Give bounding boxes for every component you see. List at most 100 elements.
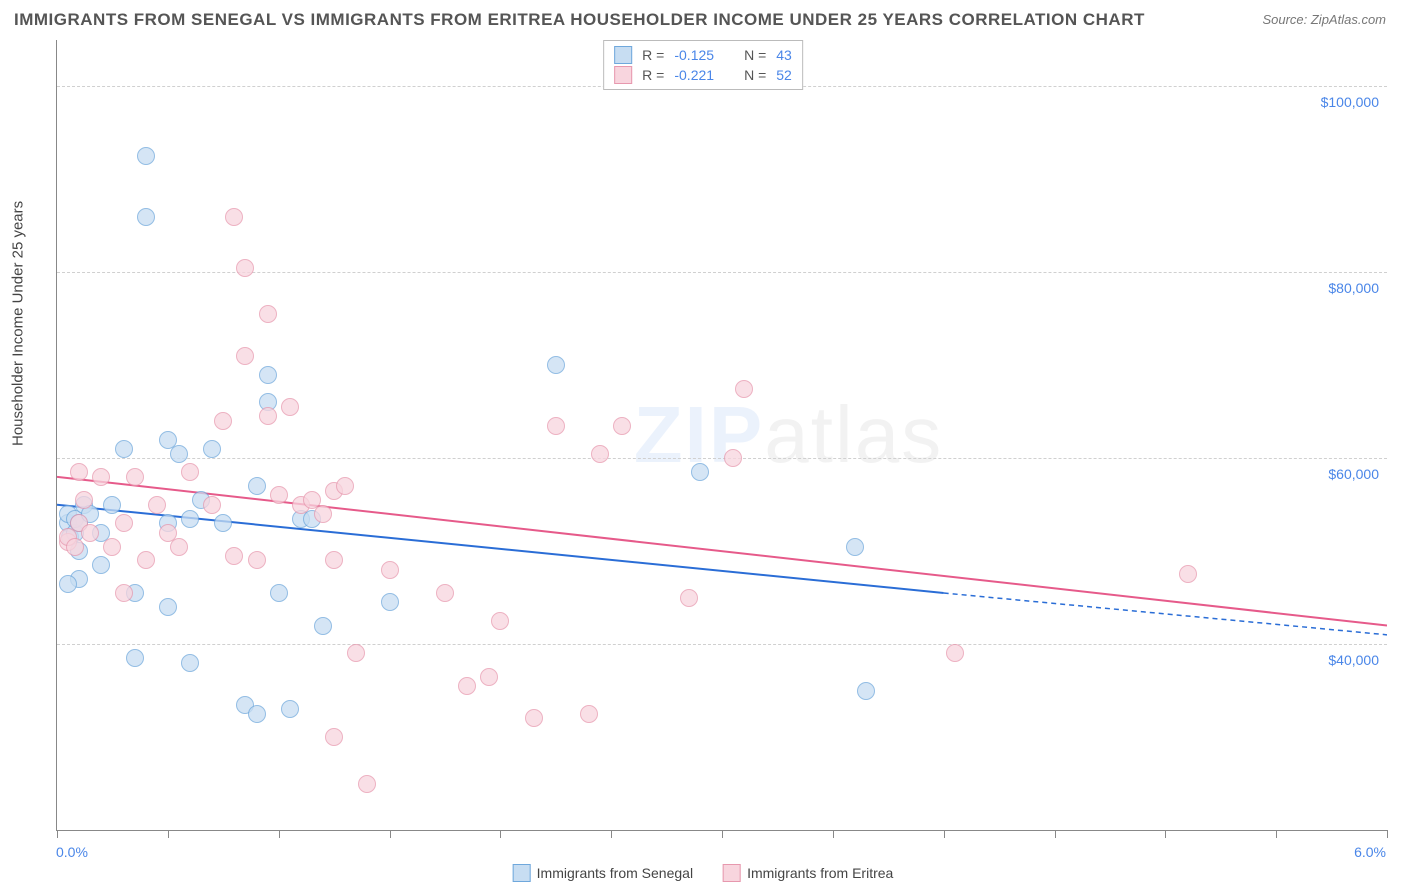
- data-point-eritrea: [70, 463, 88, 481]
- data-point-eritrea: [115, 514, 133, 532]
- series-legend-item-senegal: Immigrants from Senegal: [513, 864, 693, 882]
- x-tick: [1276, 830, 1277, 838]
- data-point-senegal: [159, 598, 177, 616]
- data-point-eritrea: [480, 668, 498, 686]
- data-point-eritrea: [236, 259, 254, 277]
- data-point-eritrea: [381, 561, 399, 579]
- data-point-eritrea: [225, 208, 243, 226]
- legend-r-value: -0.221: [674, 65, 714, 85]
- data-point-eritrea: [281, 398, 299, 416]
- data-point-eritrea: [66, 538, 84, 556]
- data-point-eritrea: [735, 380, 753, 398]
- plot-area: ZIPatlas $40,000 $60,000 $80,000 $100,000: [56, 40, 1387, 831]
- data-point-eritrea: [248, 551, 266, 569]
- x-tick: [722, 830, 723, 838]
- data-point-eritrea: [491, 612, 509, 630]
- data-point-senegal: [846, 538, 864, 556]
- data-point-eritrea: [347, 644, 365, 662]
- series-legend: Immigrants from Senegal Immigrants from E…: [513, 864, 894, 882]
- trendline-ext-senegal: [944, 593, 1387, 635]
- data-point-senegal: [181, 654, 199, 672]
- data-point-eritrea: [591, 445, 609, 463]
- legend-swatch: [614, 66, 632, 84]
- legend-swatch: [614, 46, 632, 64]
- legend-row-eritrea: R = -0.221 N = 52: [614, 65, 792, 85]
- data-point-senegal: [103, 496, 121, 514]
- x-tick: [1165, 830, 1166, 838]
- x-max-label: 6.0%: [1354, 844, 1386, 860]
- data-point-eritrea: [458, 677, 476, 695]
- data-point-senegal: [59, 575, 77, 593]
- data-point-eritrea: [81, 524, 99, 542]
- data-point-eritrea: [613, 417, 631, 435]
- x-tick: [279, 830, 280, 838]
- correlation-legend: R =-0.125N =43R =-0.221N =52: [603, 40, 803, 90]
- data-point-eritrea: [203, 496, 221, 514]
- y-tick-label: $60,000: [1328, 466, 1379, 482]
- data-point-senegal: [214, 514, 232, 532]
- data-point-eritrea: [1179, 565, 1197, 583]
- watermark: ZIPatlas: [634, 389, 943, 481]
- data-point-eritrea: [259, 407, 277, 425]
- data-point-senegal: [314, 617, 332, 635]
- gridline: [57, 272, 1387, 273]
- data-point-eritrea: [75, 491, 93, 509]
- x-tick: [500, 830, 501, 838]
- data-point-eritrea: [270, 486, 288, 504]
- data-point-eritrea: [170, 538, 188, 556]
- data-point-eritrea: [580, 705, 598, 723]
- watermark-atlas: atlas: [764, 390, 943, 479]
- data-point-eritrea: [680, 589, 698, 607]
- legend-n-label: N =: [744, 45, 766, 65]
- data-point-eritrea: [103, 538, 121, 556]
- source-label: Source: ZipAtlas.com: [1262, 12, 1386, 27]
- data-point-senegal: [137, 208, 155, 226]
- data-point-senegal: [115, 440, 133, 458]
- x-min-label: 0.0%: [56, 844, 88, 860]
- data-point-senegal: [92, 556, 110, 574]
- data-point-senegal: [170, 445, 188, 463]
- gridline: [57, 644, 1387, 645]
- data-point-senegal: [857, 682, 875, 700]
- legend-swatch: [513, 864, 531, 882]
- y-tick-label: $40,000: [1328, 652, 1379, 668]
- legend-r-value: -0.125: [674, 45, 714, 65]
- data-point-senegal: [270, 584, 288, 602]
- legend-n-value: 52: [776, 65, 792, 85]
- data-point-senegal: [259, 366, 277, 384]
- data-point-eritrea: [214, 412, 232, 430]
- x-tick: [390, 830, 391, 838]
- data-point-eritrea: [525, 709, 543, 727]
- y-tick-label: $80,000: [1328, 280, 1379, 296]
- data-point-senegal: [203, 440, 221, 458]
- data-point-senegal: [381, 593, 399, 611]
- data-point-eritrea: [336, 477, 354, 495]
- data-point-senegal: [248, 477, 266, 495]
- series-label: Immigrants from Senegal: [537, 865, 693, 881]
- data-point-eritrea: [115, 584, 133, 602]
- data-point-senegal: [248, 705, 266, 723]
- series-label: Immigrants from Eritrea: [747, 865, 893, 881]
- data-point-eritrea: [358, 775, 376, 793]
- data-point-senegal: [137, 147, 155, 165]
- legend-r-label: R =: [642, 65, 664, 85]
- x-tick: [168, 830, 169, 838]
- data-point-eritrea: [325, 728, 343, 746]
- data-point-senegal: [181, 510, 199, 528]
- series-legend-item-eritrea: Immigrants from Eritrea: [723, 864, 893, 882]
- x-tick: [944, 830, 945, 838]
- data-point-eritrea: [946, 644, 964, 662]
- data-point-eritrea: [259, 305, 277, 323]
- y-tick-label: $100,000: [1321, 94, 1379, 110]
- data-point-eritrea: [325, 551, 343, 569]
- data-point-eritrea: [137, 551, 155, 569]
- data-point-eritrea: [225, 547, 243, 565]
- data-point-senegal: [691, 463, 709, 481]
- x-tick: [1055, 830, 1056, 838]
- x-tick: [833, 830, 834, 838]
- data-point-eritrea: [314, 505, 332, 523]
- x-tick: [57, 830, 58, 838]
- data-point-eritrea: [181, 463, 199, 481]
- legend-r-label: R =: [642, 45, 664, 65]
- legend-n-label: N =: [744, 65, 766, 85]
